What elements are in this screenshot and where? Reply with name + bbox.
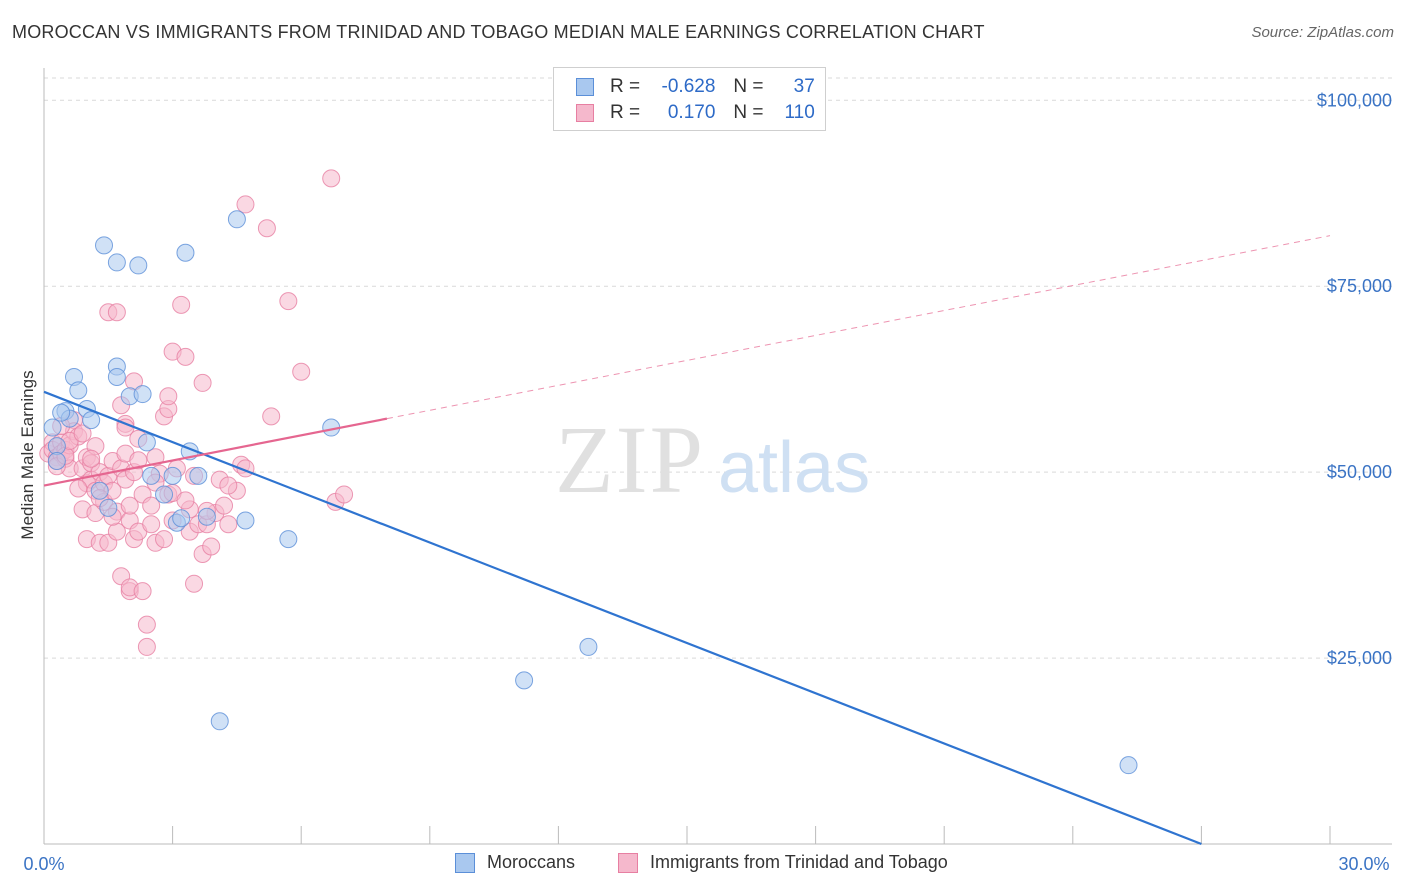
trinidad-point: [133, 582, 152, 601]
x-tick-label-max: 30.0%: [1338, 854, 1389, 874]
moroccan-points: [43, 210, 1138, 775]
trinidad-point: [176, 347, 195, 366]
moroccan-point: [210, 712, 229, 731]
trinidad-point: [69, 479, 88, 498]
axis-ticks: $25,000 $50,000 $75,000 $100,000 0.0% 30.0%: [23, 90, 1392, 874]
watermark: ZIP atlas: [555, 406, 870, 513]
moroccan-point: [515, 671, 534, 690]
moroccan-point: [137, 433, 156, 452]
moroccan-point: [99, 498, 118, 517]
trend-lines: [43, 235, 1331, 846]
moroccan-point: [95, 236, 114, 255]
moroccan-point: [197, 507, 216, 526]
moroccan-point: [107, 367, 126, 386]
trinidad-point: [137, 615, 156, 634]
legend-item-moroccans: Moroccans: [455, 852, 575, 873]
moroccans-legend-label: Moroccans: [487, 852, 576, 872]
source-label: Source: ZipAtlas.com: [1251, 24, 1394, 41]
moroccan-point: [155, 485, 174, 504]
trinidad-point: [73, 424, 92, 443]
n-label: N =: [733, 102, 764, 123]
moroccan-point: [236, 511, 255, 530]
moroccan-point: [579, 637, 598, 656]
trinidad-point: [120, 496, 139, 515]
trinidad-point: [215, 496, 234, 515]
moroccan-point: [43, 418, 62, 437]
moroccan-point: [107, 253, 126, 272]
trinidad-trend-line: [43, 417, 388, 487]
trinidad-point: [82, 449, 101, 468]
moroccan-point: [52, 403, 71, 422]
moroccan-point: [172, 509, 191, 528]
trinidad-legend-label: Immigrants from Trinidad and Tobago: [650, 852, 948, 872]
legend-row-moroccans: R = -0.628 N = 37: [576, 74, 815, 100]
moroccan-point: [189, 466, 208, 485]
trinidad-point: [155, 530, 174, 549]
trinidad-point: [219, 515, 238, 534]
moroccan-point: [279, 530, 298, 549]
moroccan-trend-line: [43, 390, 1202, 846]
trinidad-point: [129, 451, 148, 470]
moroccan-point: [47, 452, 66, 470]
y-tick-label: $75,000: [1327, 276, 1392, 296]
moroccan-point: [82, 411, 101, 430]
n-label: N =: [733, 76, 764, 97]
moroccans-legend-swatch: [455, 852, 475, 873]
moroccan-point: [133, 385, 152, 404]
trinidad-point: [159, 387, 178, 406]
moroccan-point: [163, 466, 182, 485]
legend-item-trinidad: Immigrants from Trinidad and Tobago: [618, 852, 948, 873]
trinidad-trend-extension: [386, 235, 1331, 420]
trinidad-point: [172, 295, 191, 314]
trinidad-point: [335, 485, 354, 504]
trinidad-point: [107, 303, 126, 322]
watermark-zip: ZIP: [555, 406, 705, 513]
y-tick-label: $25,000: [1327, 648, 1392, 668]
chart-title: MOROCCAN VS IMMIGRANTS FROM TRINIDAD AND…: [12, 22, 985, 42]
trinidad-legend-swatch: [618, 852, 638, 873]
trinidad-point: [292, 362, 311, 381]
moroccan-point: [1119, 756, 1138, 775]
moroccan-point: [176, 243, 195, 262]
moroccan-point: [142, 466, 161, 485]
trinidad-point: [236, 195, 255, 214]
trinidad-swatch: [576, 104, 594, 122]
moroccans-swatch: [576, 78, 594, 96]
moroccan-point: [227, 210, 246, 229]
trinidad-point: [137, 637, 156, 656]
moroccan-point: [69, 381, 88, 400]
trinidad-point: [262, 407, 281, 426]
trinidad-point: [185, 574, 204, 593]
trinidad-n-value: 110: [784, 102, 815, 123]
watermark-atlas: atlas: [718, 428, 870, 508]
trinidad-point: [257, 219, 276, 238]
r-label: R =: [610, 76, 641, 97]
r-label: R =: [610, 102, 641, 123]
trinidad-r-value: 0.170: [667, 102, 716, 123]
trinidad-point: [176, 491, 195, 510]
stats-legend: R = -0.628 N = 37 R = 0.170 N = 110: [553, 67, 826, 131]
legend-row-trinidad: R = 0.170 N = 110: [576, 100, 815, 126]
y-axis-label: Median Male Earnings: [18, 370, 37, 539]
trinidad-point: [193, 373, 212, 392]
moroccans-n-value: 37: [793, 76, 815, 97]
trinidad-point: [219, 476, 238, 495]
trinidad-point: [202, 537, 221, 556]
y-tick-label: $100,000: [1317, 90, 1392, 110]
moroccan-point: [90, 481, 109, 500]
grid-lines: [44, 77, 1392, 659]
x-tick-label-min: 0.0%: [23, 854, 64, 874]
trinidad-point: [279, 292, 298, 311]
trinidad-point: [142, 496, 161, 515]
moroccan-point: [129, 256, 148, 275]
trinidad-point: [322, 169, 341, 188]
trinidad-point: [142, 515, 161, 534]
y-tick-label: $50,000: [1327, 462, 1392, 482]
moroccans-r-value: -0.628: [661, 76, 716, 97]
